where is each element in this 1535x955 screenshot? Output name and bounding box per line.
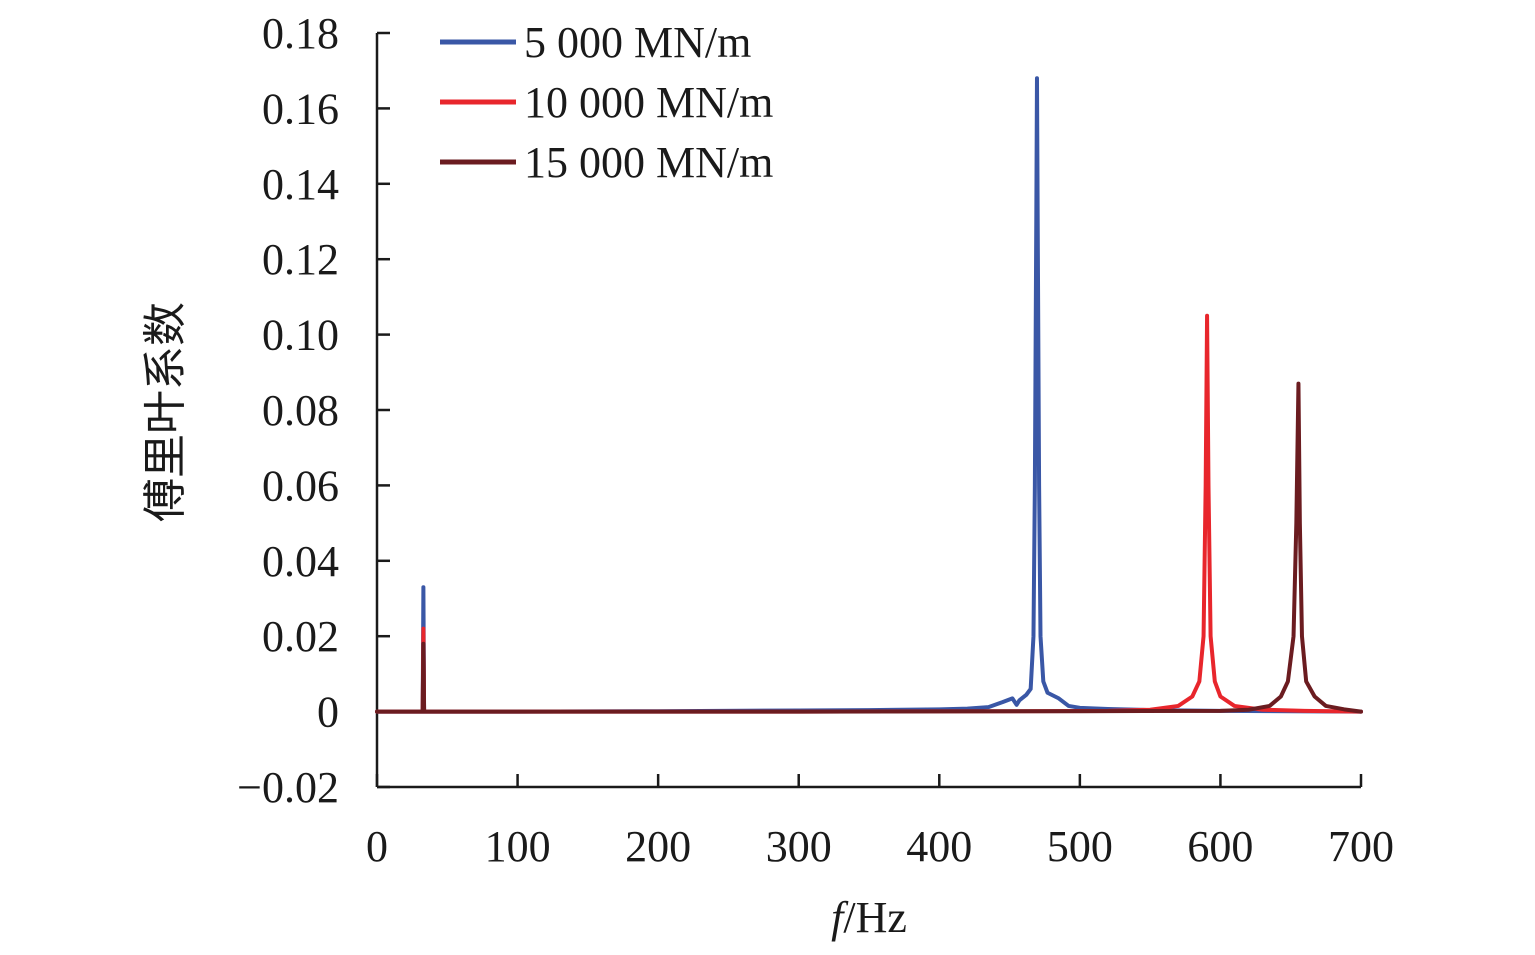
axes: −0.02 0 0.02 0.04 0.06 0.08 0.10 0.12 0.14 0.16 0.… bbox=[237, 9, 1394, 871]
x-axis-title: f/Hz bbox=[831, 893, 907, 942]
y-axis-title: 傅里叶系数 bbox=[140, 302, 191, 522]
y-tick-label: 0 bbox=[317, 688, 339, 737]
y-tick-label: 0.10 bbox=[262, 311, 339, 360]
y-tick-label: 0.18 bbox=[262, 9, 339, 58]
y-tick-label: 0.06 bbox=[262, 461, 339, 510]
x-tick-label: 300 bbox=[766, 822, 832, 871]
y-tick-label: 0.14 bbox=[262, 160, 339, 209]
legend-label-2: 10 000 MN/m bbox=[524, 78, 773, 127]
legend: 5 000 MN/m 10 000 MN/m 15 000 MN/m bbox=[440, 18, 773, 187]
series-line-2 bbox=[375, 313, 1363, 714]
y-tick-label: −0.02 bbox=[237, 763, 339, 812]
x-tick-label: 500 bbox=[1047, 822, 1113, 871]
x-tick-label: 400 bbox=[906, 822, 972, 871]
x-tick-label: 700 bbox=[1328, 822, 1394, 871]
y-tick-label: 0.08 bbox=[262, 386, 339, 435]
x-tick-label: 200 bbox=[625, 822, 691, 871]
x-tick-label: 0 bbox=[366, 822, 388, 871]
series-layer bbox=[375, 76, 1363, 714]
y-tick-label: 0.04 bbox=[262, 537, 339, 586]
y-tick-label: 0.16 bbox=[262, 84, 339, 133]
x-tick-label: 600 bbox=[1187, 822, 1253, 871]
y-tick-label: 0.12 bbox=[262, 235, 339, 284]
legend-label-3: 15 000 MN/m bbox=[524, 138, 773, 187]
series-line-3 bbox=[375, 381, 1363, 714]
axis-titles: f/Hz 傅里叶系数 bbox=[140, 302, 907, 942]
x-axis-title-unit: /Hz bbox=[843, 893, 907, 942]
x-tick-label: 100 bbox=[485, 822, 551, 871]
legend-label-1: 5 000 MN/m bbox=[524, 18, 751, 67]
y-tick-label: 0.02 bbox=[262, 612, 339, 661]
